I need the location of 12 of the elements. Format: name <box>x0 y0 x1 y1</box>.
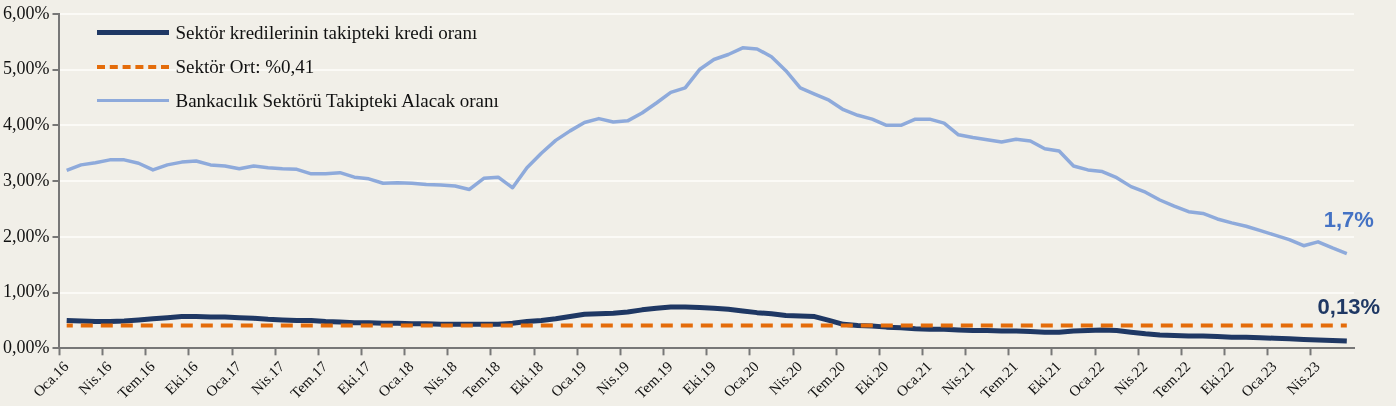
y-tick-label: 5,00% <box>2 58 50 79</box>
y-tick-label: 6,00% <box>2 2 50 23</box>
legend-label: Bankacılık Sektörü Takipteki Alacak oranı <box>175 89 499 112</box>
y-tick-label: 2,00% <box>2 225 50 246</box>
y-tick-label: 1,00% <box>2 281 50 302</box>
legend-label: Sektör kredilerinin takipteki kredi oranı <box>175 21 478 44</box>
legend-label: Sektör Ort: %0,41 <box>175 55 315 78</box>
data-label: 0,13% <box>1317 294 1380 320</box>
y-tick-label: 3,00% <box>2 169 50 190</box>
data-label: 1,7% <box>1323 206 1374 232</box>
y-tick-label: 4,00% <box>2 114 50 135</box>
y-tick-label: 0,00% <box>2 337 50 358</box>
